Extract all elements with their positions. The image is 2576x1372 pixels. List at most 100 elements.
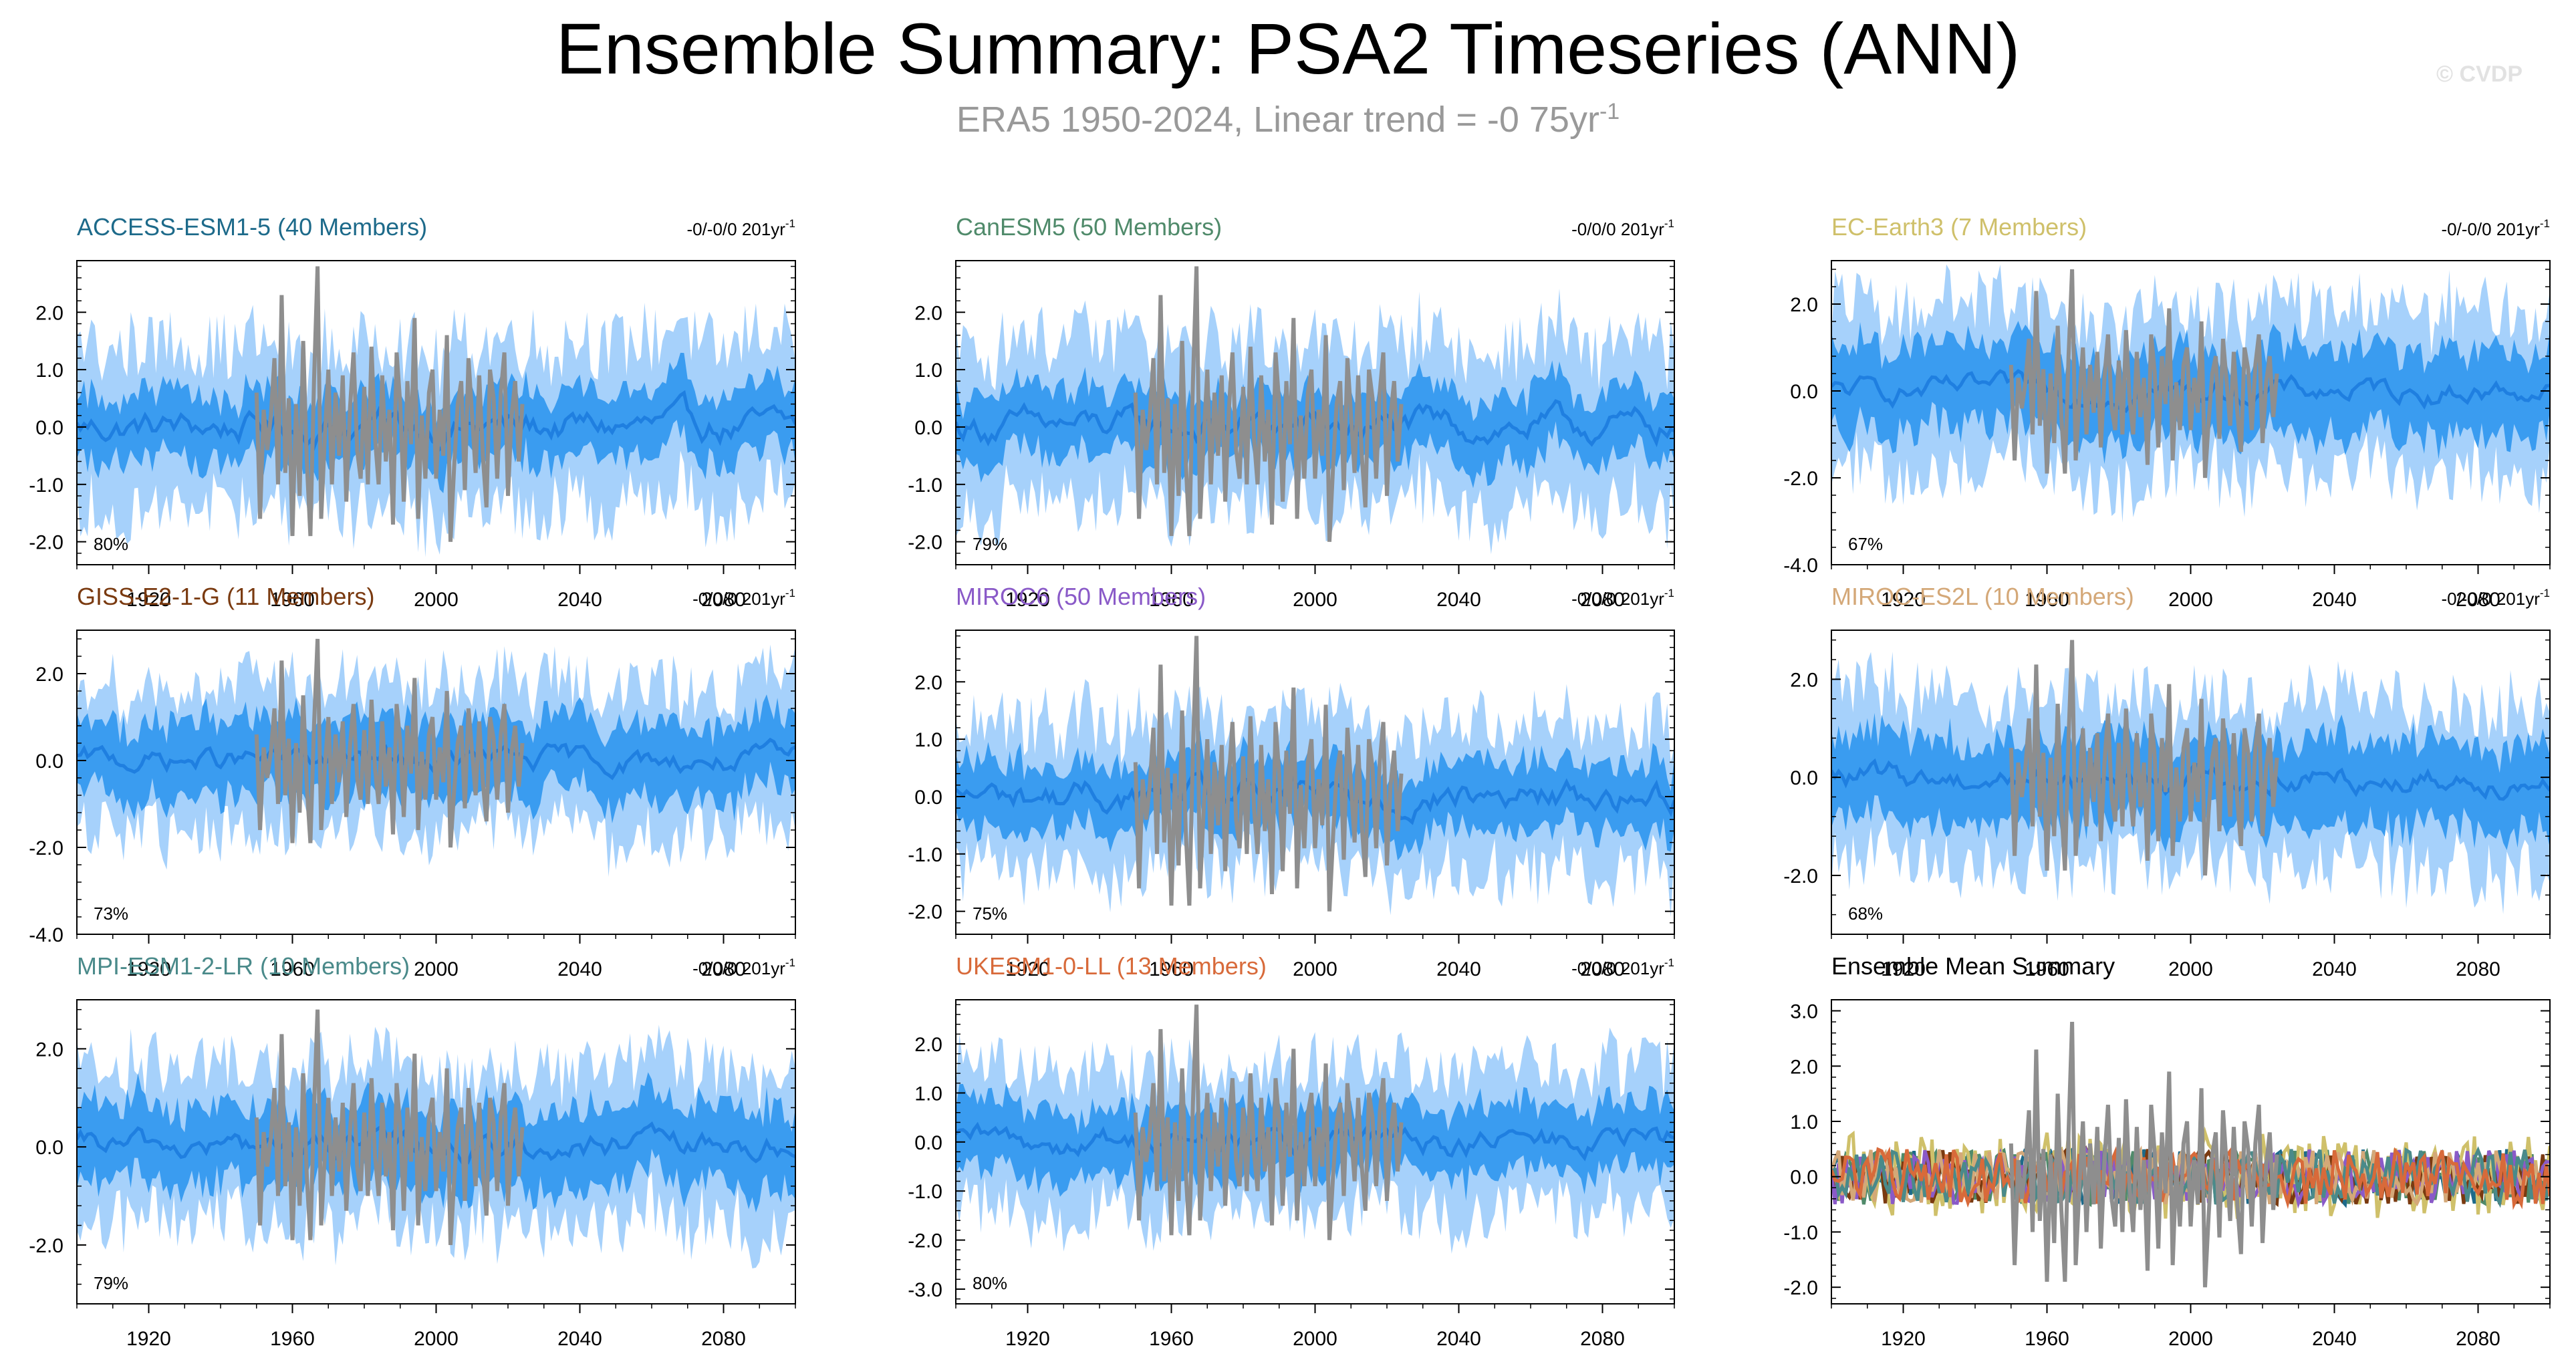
plot-area [1831, 1022, 2550, 1288]
chart-panel-mirocesl: MIROC-ES2L (10 Members) -0/-0/0 201yr-1 2.… [1783, 583, 2551, 980]
copyright-watermark: © CVDP [2436, 61, 2523, 87]
y-tick-label: 0.0 [35, 1137, 63, 1159]
y-tick-label: -2.0 [29, 837, 63, 859]
x-tick-label: 2080 [701, 958, 746, 980]
x-tick-label: 2040 [557, 589, 602, 611]
x-tick-label: 2040 [1436, 589, 1481, 611]
trend-label: -0/0/0 201yr-1 [1571, 956, 1674, 978]
chart-panel-mpi: MPI-ESM1-2-LR (10 Members) -0/0/0 201yr-1… [29, 952, 796, 1350]
y-tick-label: 2.0 [35, 664, 63, 686]
x-tick-label: 1960 [270, 1328, 315, 1350]
x-tick-label: 2040 [1436, 1328, 1481, 1350]
panel-title: MIROC-ES2L (10 Members) [1831, 583, 2134, 610]
y-tick-label: 0.0 [1790, 1167, 1818, 1189]
observations-line [1133, 636, 1404, 912]
y-tick-label: -1.0 [908, 1181, 942, 1203]
y-tick-label: -2.0 [908, 902, 942, 924]
x-tick-label: 1920 [126, 1328, 171, 1350]
x-tick-label: 1920 [1881, 1328, 1926, 1350]
x-tick-label: 1960 [270, 958, 315, 980]
observations-line [2009, 269, 2279, 478]
x-tick-label: 1960 [2025, 1328, 2069, 1350]
trend-label: -0/-0/0 201yr-1 [2441, 587, 2550, 609]
trend-label: -0/0/0 201yr-1 [1571, 217, 1674, 239]
x-tick-label: 2040 [2312, 1328, 2357, 1350]
y-tick-label: 3.0 [1790, 1001, 1818, 1023]
x-tick-label: 1960 [1149, 958, 1194, 980]
chart-panel-miroc6: MIROC6 (50 Members) -0/0/0 201yr-1 2.0 1.0 0… [908, 583, 1675, 980]
pattern-correlation-label: 79% [973, 534, 1007, 554]
y-tick-label: 2.0 [35, 1039, 63, 1061]
x-tick-label: 2000 [1293, 589, 1337, 611]
pattern-correlation-label: 79% [94, 1273, 128, 1293]
y-tick-label: -2.0 [1783, 1277, 1818, 1299]
trend-label: -0/0/0 201yr-1 [692, 956, 795, 978]
y-tick-label: -4.0 [1783, 555, 1818, 577]
x-tick-label: 2080 [701, 589, 746, 611]
x-tick-label: 1920 [1881, 589, 1926, 611]
x-tick-label: 2000 [2168, 589, 2213, 611]
y-tick-label: 1.0 [914, 729, 942, 751]
pattern-correlation-label: 68% [1848, 904, 1883, 924]
plot-area [77, 266, 795, 557]
x-tick-label: 2000 [414, 958, 459, 980]
y-tick-label: -1.0 [908, 474, 942, 497]
y-tick-label: -1.0 [1783, 1222, 1818, 1244]
panel-title: UKESM1-0-LL (13 Members) [956, 952, 1267, 980]
x-tick-label: 2040 [2312, 589, 2357, 611]
x-tick-label: 1960 [1149, 589, 1194, 611]
pattern-correlation-label: 73% [94, 904, 128, 924]
y-tick-label: 0.0 [1790, 767, 1818, 789]
x-tick-label: 2000 [2168, 1328, 2213, 1350]
y-tick-label: 0.0 [914, 417, 942, 439]
x-tick-label: 2080 [701, 1328, 746, 1350]
plot-area [956, 636, 1674, 918]
x-tick-label: 1960 [2025, 958, 2069, 980]
panel-title: GISS-E2-1-G (11 Members) [77, 583, 374, 610]
y-tick-label: 0.0 [35, 750, 63, 773]
panel-title: MPI-ESM1-2-LR (10 Members) [77, 952, 410, 980]
y-tick-label: -2.0 [29, 1235, 63, 1257]
x-tick-label: 2080 [2456, 1328, 2500, 1350]
plot-area [956, 266, 1674, 555]
y-tick-label: 0.0 [35, 417, 63, 439]
pattern-correlation-label: 80% [973, 1273, 1007, 1293]
x-tick-label: 2080 [1580, 589, 1625, 611]
y-tick-label: 2.0 [1790, 669, 1818, 691]
chart-panel-canesm: CanESM5 (50 Members) -0/0/0 201yr-1 2.0 1.0… [908, 213, 1675, 611]
x-tick-label: 2000 [414, 1328, 459, 1350]
chart-panel-ecearth: EC-Earth3 (7 Members) -0/-0/0 201yr-1 2.0 0… [1783, 213, 2551, 611]
x-tick-label: 2080 [2456, 589, 2500, 611]
y-tick-label: 0.0 [914, 787, 942, 809]
y-tick-label: 1.0 [914, 360, 942, 382]
y-tick-label: 2.0 [1790, 1056, 1818, 1078]
panel-title: CanESM5 (50 Members) [956, 213, 1222, 241]
y-tick-label: -1.0 [908, 844, 942, 866]
y-tick-label: -2.0 [1783, 468, 1818, 490]
x-tick-label: 2000 [2168, 958, 2213, 980]
y-tick-label: -3.0 [908, 1279, 942, 1301]
model-mean-series [1831, 1145, 2550, 1210]
panel-title: EC-Earth3 (7 Members) [1831, 213, 2087, 241]
x-tick-label: 1920 [1005, 1328, 1050, 1350]
y-tick-label: -2.0 [1783, 865, 1818, 887]
page-subtitle: ERA5 1950-2024, Linear trend = -0 75yr-1 [0, 99, 2576, 140]
x-tick-label: 2080 [1580, 958, 1625, 980]
y-tick-label: 0.0 [914, 1132, 942, 1154]
ensemble-mean-line [956, 1121, 1674, 1161]
panel-title: MIROC6 (50 Members) [956, 583, 1206, 610]
pattern-correlation-label: 67% [1848, 534, 1883, 554]
pattern-correlation-label: 80% [94, 534, 128, 554]
observations-line [1133, 1004, 1404, 1240]
trend-label: -0/-0/0 201yr-1 [686, 217, 795, 239]
trend-label: -0/0/0 201yr-1 [692, 587, 795, 609]
plot-area [77, 638, 795, 877]
x-tick-label: 2040 [557, 958, 602, 980]
y-tick-label: -2.0 [908, 532, 942, 554]
ensemble-mean-line [956, 399, 1674, 448]
page-title: Ensemble Summary: PSA2 Timeseries (ANN) [555, 8, 2021, 89]
y-tick-label: 2.0 [35, 302, 63, 324]
y-tick-label: 2.0 [1790, 294, 1818, 316]
x-tick-label: 2040 [557, 1328, 602, 1350]
